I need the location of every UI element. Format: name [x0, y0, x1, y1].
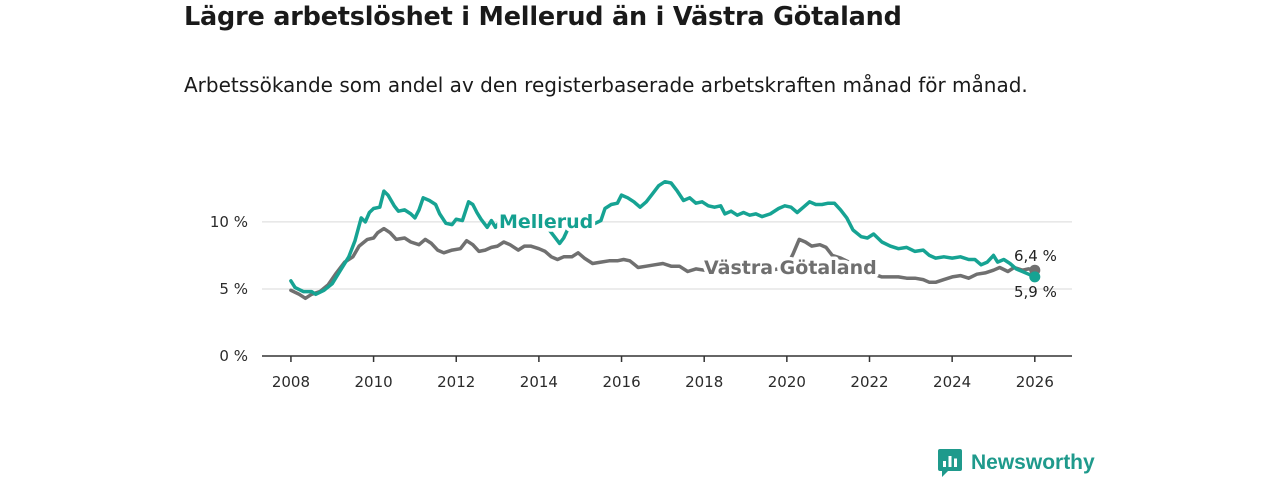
- line-chart: 0 %5 %10 % 2008 2010 2012 2014 2016 2018 2020 2…: [210, 179, 1072, 391]
- end-value-label-vastra-gotaland: 6,4 %: [1014, 247, 1057, 265]
- series-label-mellerud-halo: Mellerud: [499, 211, 593, 233]
- newsworthy-logo: Newsworthy: [937, 448, 1095, 478]
- newsworthy-logo-text: Newsworthy: [971, 451, 1095, 474]
- x-tick-label: 2024: [933, 373, 971, 391]
- x-tick-label: 2022: [850, 373, 888, 391]
- y-tick-label: 5 %: [219, 280, 248, 298]
- x-tick-label: 2014: [520, 373, 558, 391]
- x-tick-label: 2008: [272, 373, 310, 391]
- series-label-vastra-gotaland-halo: Västra Götaland: [704, 257, 877, 279]
- series-line-mellerud: [289, 179, 1037, 297]
- end-point-mellerud: [1029, 271, 1041, 283]
- x-tick-label: 2020: [768, 373, 806, 391]
- chart-subtitle: Arbetssökande som andel av den registerb…: [184, 73, 1028, 97]
- x-tick-label: 2026: [1016, 373, 1054, 391]
- y-tick-label: 10 %: [210, 213, 248, 231]
- x-tick-label: 2016: [602, 373, 640, 391]
- series-lines: [289, 179, 1041, 301]
- x-tick-label: 2010: [354, 373, 392, 391]
- x-tick-label: 2018: [685, 373, 723, 391]
- newsworthy-logo-icon: [938, 449, 962, 477]
- series-line-vastra-gotaland: [289, 226, 1037, 301]
- y-axis: 0 % 5 % 10 %: [210, 213, 248, 365]
- x-tick-label: 2012: [437, 373, 475, 391]
- grid-lines: [262, 221, 1072, 290]
- series-label-vastra-gotaland: Västra Götaland: [704, 257, 877, 279]
- end-value-label-mellerud: 5,9 %: [1014, 283, 1057, 301]
- y-tick-label: 0 %: [219, 347, 248, 365]
- x-axis: 2008 2010 2012 2014 2016 2018 2020 2022 2024 2026: [262, 355, 1072, 391]
- chart-title: Lägre arbetslöshet i Mellerud än i Västr…: [184, 2, 902, 32]
- series-label-mellerud: Mellerud: [499, 211, 593, 233]
